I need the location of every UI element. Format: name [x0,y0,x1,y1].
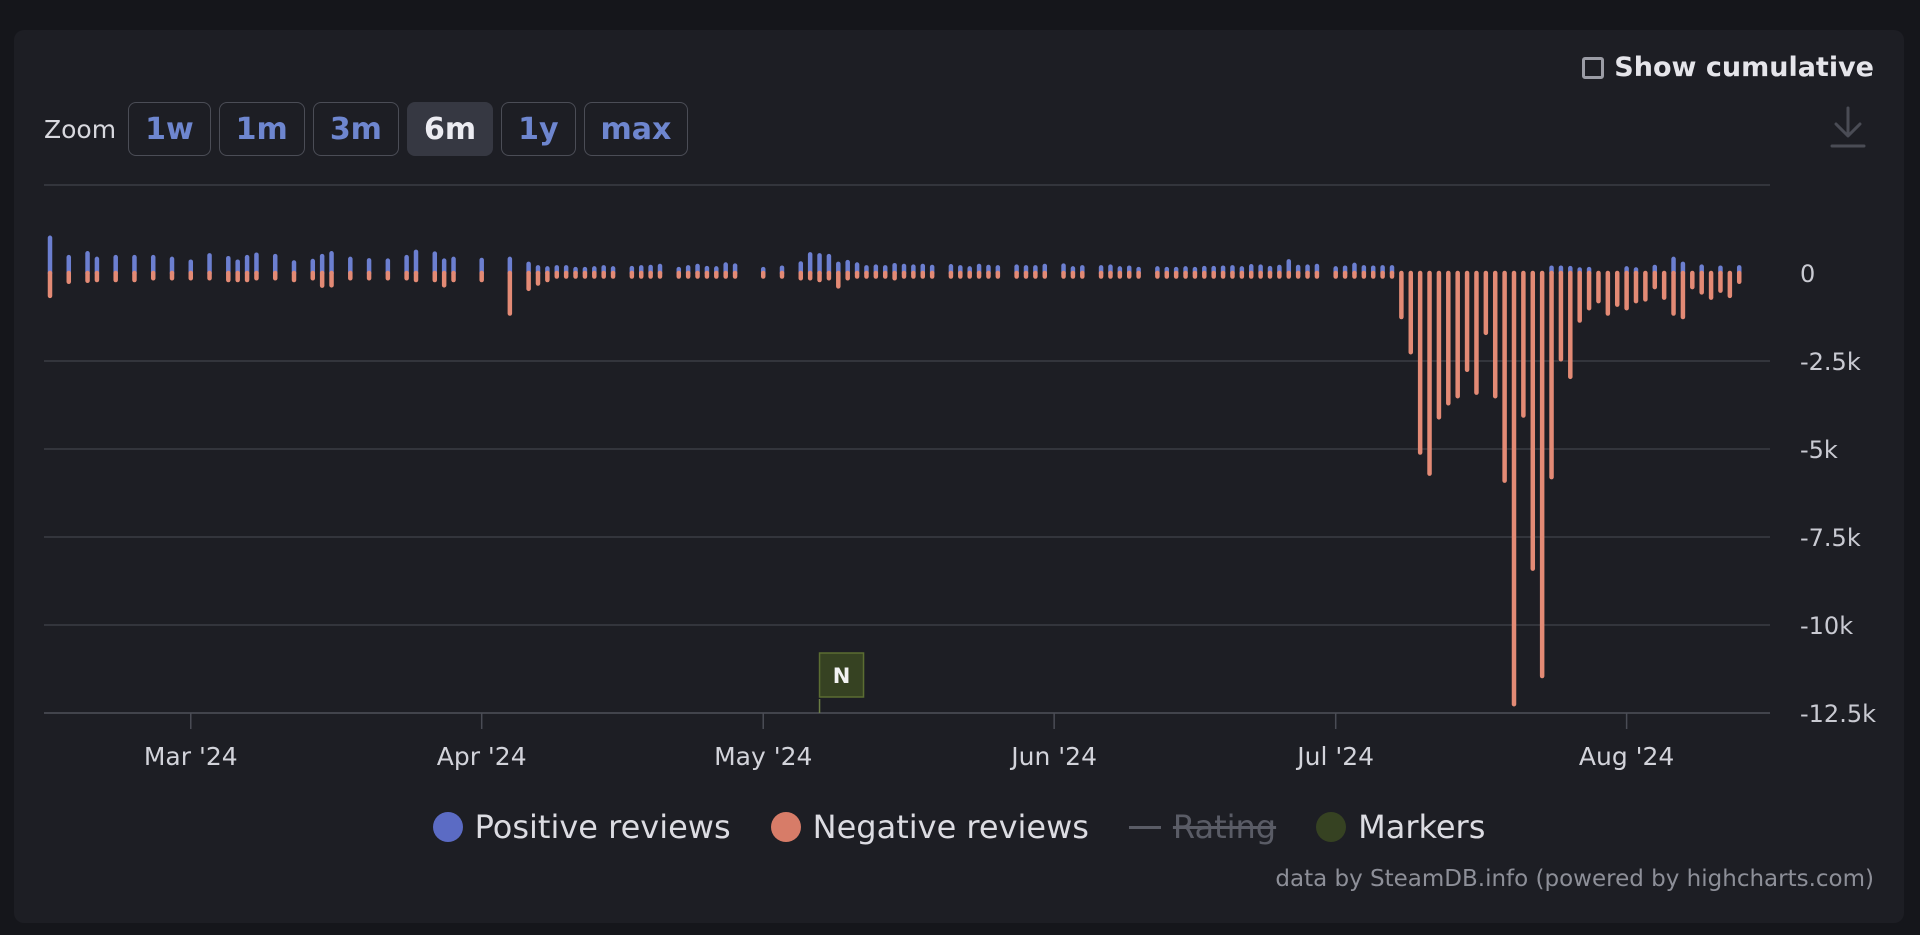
chart-panel: Show cumulative Zoom 1w 1m 3m 6m 1y max … [14,30,1904,923]
zoom-1y-button[interactable]: 1y [501,102,576,156]
zoom-1m-button[interactable]: 1m [218,102,305,156]
legend-positive-label: Positive reviews [474,808,731,846]
negative-swatch-icon [770,812,801,842]
reviews-chart: 0 -2.5k -5k -7.5k -10k -12.5k Mar '24 Apr '24 Ma… [44,184,1876,771]
x-tick-label: Jul '24 [1295,742,1374,771]
zoom-max-button[interactable]: max [583,102,689,156]
markers-swatch-icon [1316,812,1347,842]
y-tick-label: 0 [1800,260,1815,288]
zoom-1w-button[interactable]: 1w [128,102,211,156]
y-tick-label: -2.5k [1800,348,1861,376]
legend-negative-label: Negative reviews [812,808,1089,846]
chart-legend: Positive reviews Negative reviews Rating… [14,808,1904,846]
legend-markers[interactable]: Markers [1316,808,1485,846]
marker-flag[interactable] [818,652,865,698]
credit-text: data by SteamDB.info (powered by highcha… [1275,866,1874,892]
download-icon[interactable] [1828,104,1868,150]
legend-negative[interactable]: Negative reviews [770,808,1089,846]
marker-label: N [833,664,851,688]
rating-line-icon [1128,825,1161,829]
y-tick-label: -5k [1800,436,1838,464]
zoom-3m-button[interactable]: 3m [312,102,399,156]
y-tick-label: -12.5k [1800,700,1876,728]
zoom-6m-button[interactable]: 6m [406,102,494,156]
x-tick-label: Aug '24 [1579,742,1674,771]
legend-markers-label: Markers [1358,808,1486,846]
checkbox-icon[interactable] [1582,56,1605,79]
legend-rating[interactable]: Rating [1128,808,1277,846]
x-tick-label: May '24 [714,742,812,771]
x-tick-label: Mar '24 [144,742,238,771]
positive-swatch-icon [432,812,463,842]
legend-rating-label: Rating [1172,808,1277,846]
show-cumulative-label: Show cumulative [1614,52,1874,83]
show-cumulative-checkbox[interactable]: Show cumulative [1582,52,1874,83]
zoom-controls: Zoom 1w 1m 3m 6m 1y max [44,102,689,156]
zoom-label: Zoom [44,114,117,144]
x-tick-label: Apr '24 [437,742,527,771]
legend-positive[interactable]: Positive reviews [432,808,731,846]
y-tick-label: -7.5k [1800,524,1861,552]
y-tick-label: -10k [1800,612,1853,640]
x-tick-label: Jun '24 [1009,742,1097,771]
